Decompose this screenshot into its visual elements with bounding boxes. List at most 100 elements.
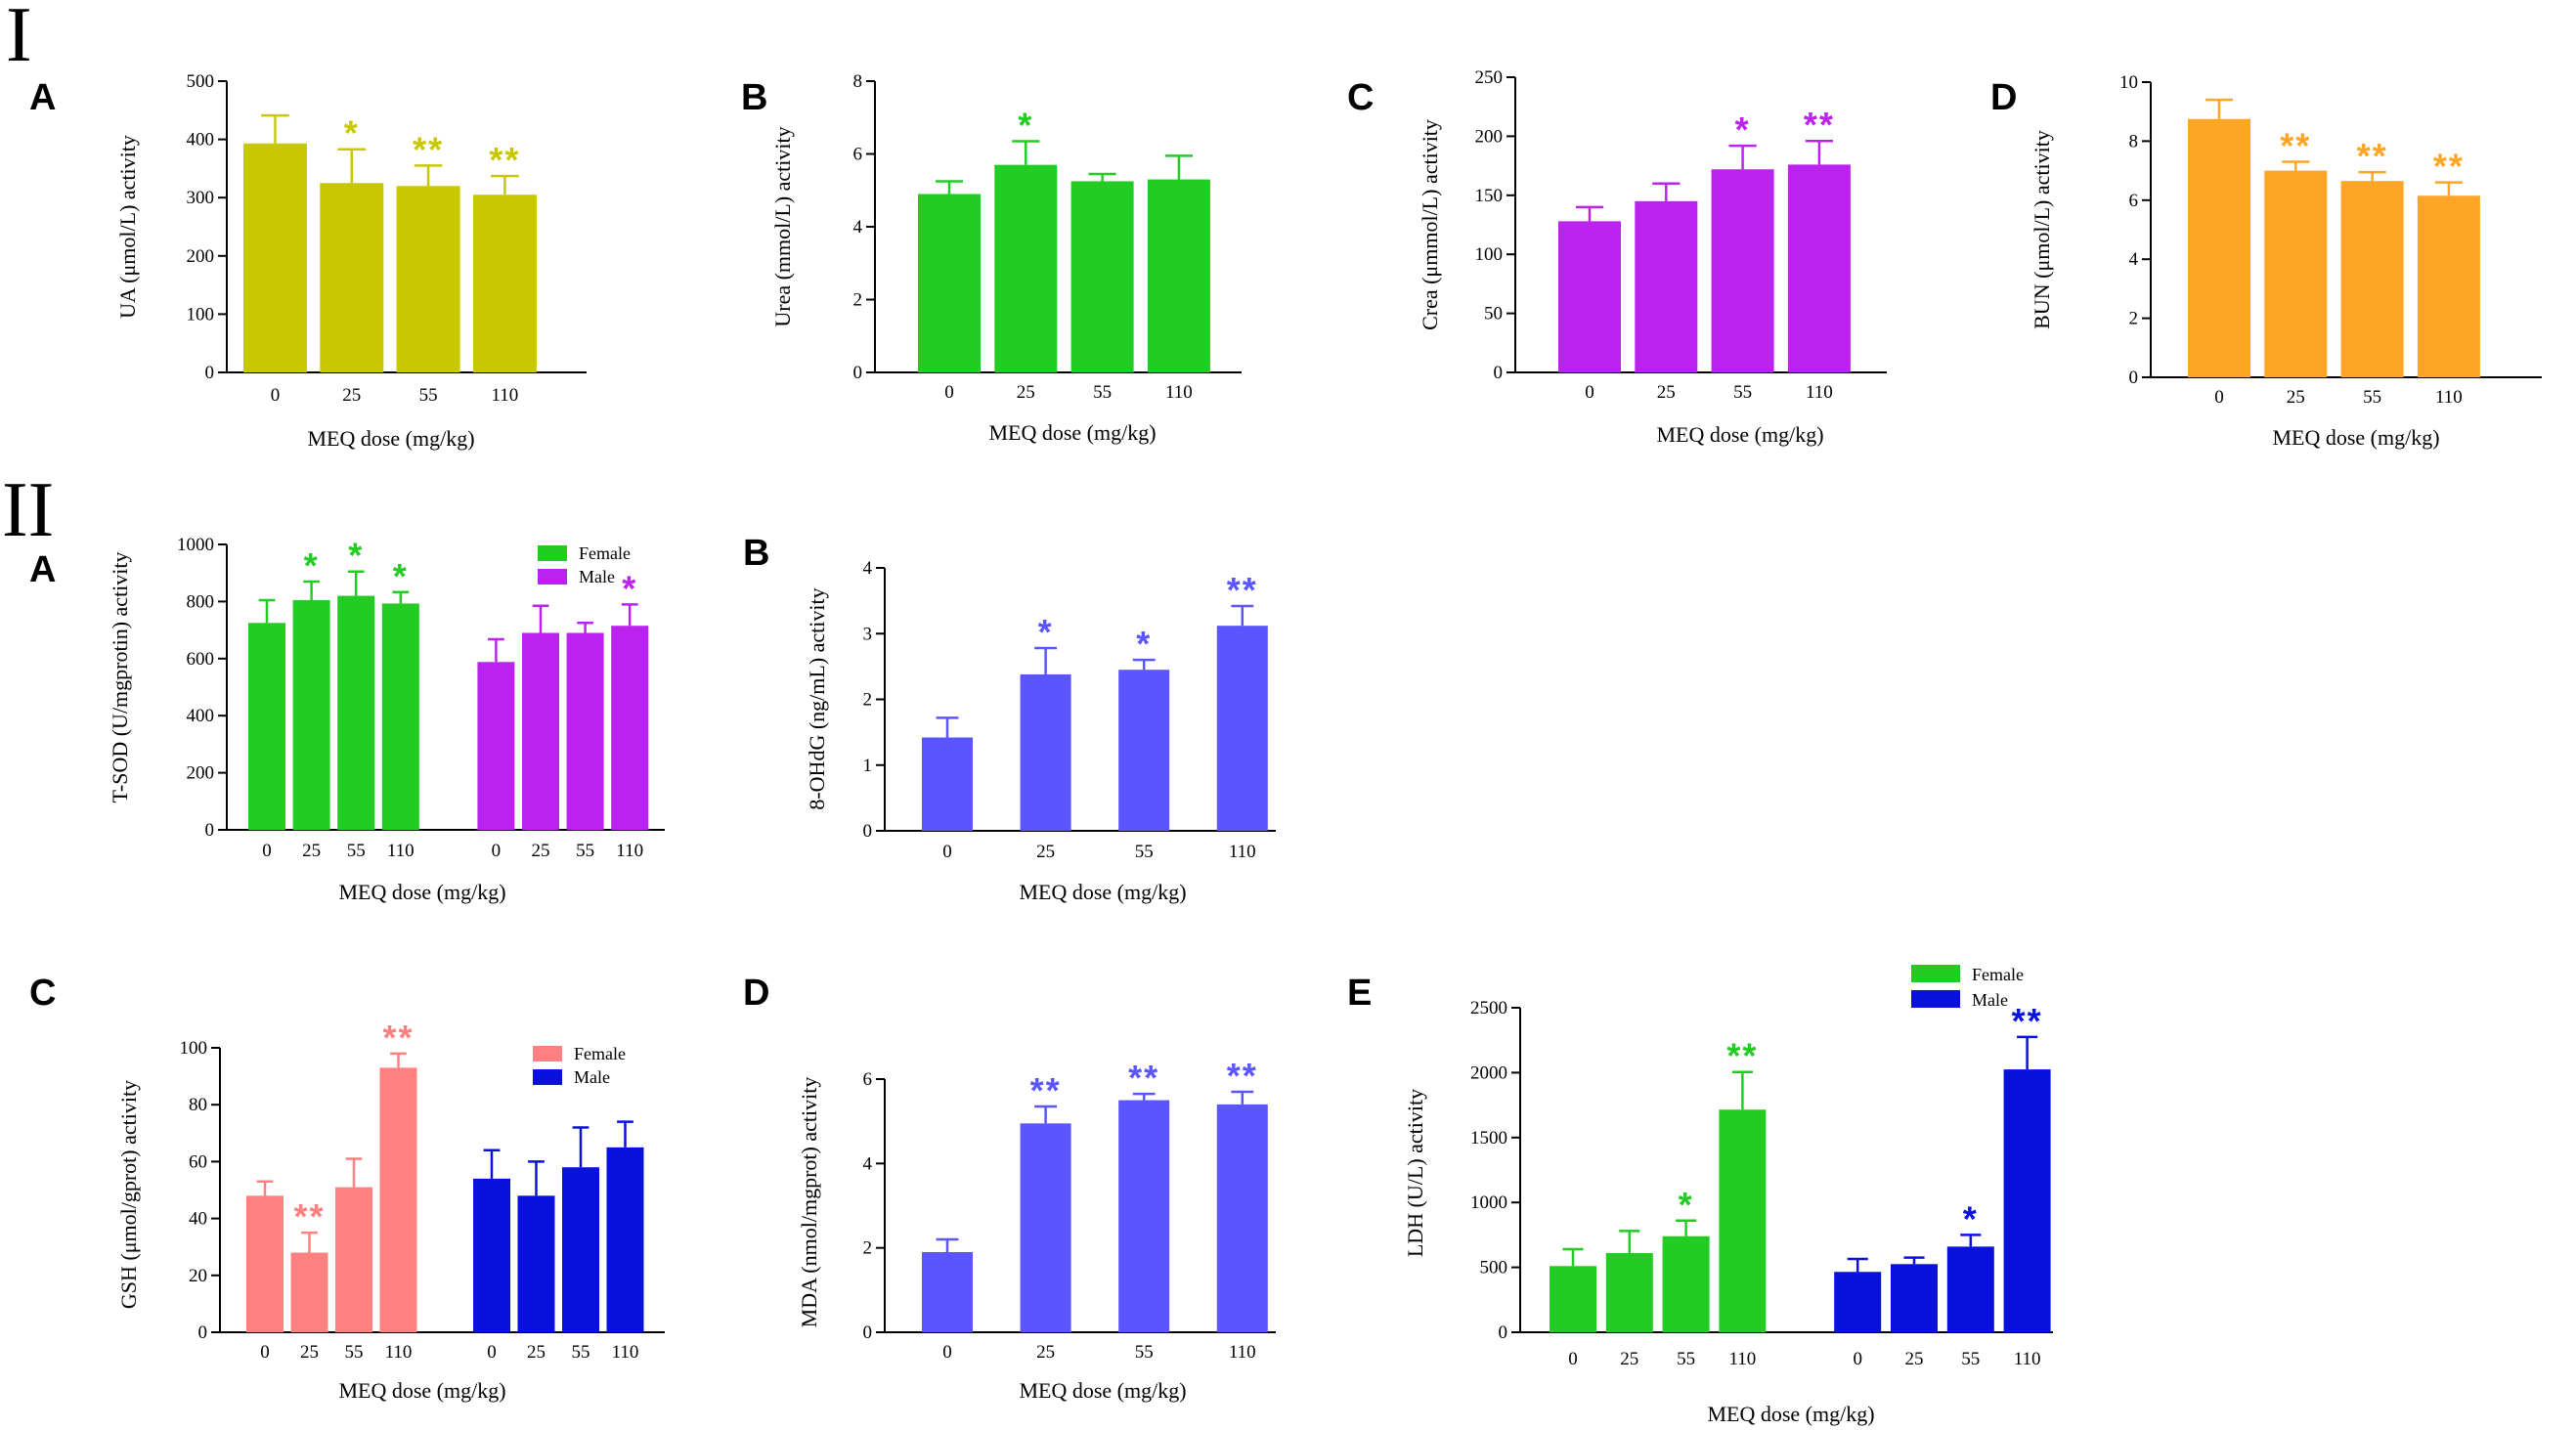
y-tick-label: 400: [187, 130, 215, 151]
bar: [337, 595, 375, 830]
x-tick-label: 55: [1093, 382, 1112, 403]
y-tick-label: 300: [187, 188, 215, 208]
x-tick-label: 55: [576, 841, 594, 861]
significance-marker: **: [1227, 570, 1258, 610]
y-tick-label: 0: [1494, 363, 1504, 383]
chart-i-a: A 0 100 200 300 400 500 UA (μmol/L) activity MEQ…: [29, 71, 587, 451]
x-tick-label: 55: [345, 1342, 364, 1363]
x-axis-title: MEQ dose (mg/kg): [1656, 422, 1823, 447]
y-tick-label: 2500: [1470, 998, 1507, 1018]
y-tick-label: 500: [187, 71, 215, 92]
significance-marker: *: [622, 568, 637, 608]
section-label-ii: II: [2, 467, 54, 553]
bar: [1118, 1100, 1170, 1332]
bar: [2417, 195, 2480, 377]
x-tick-label: 0: [271, 385, 281, 406]
x-tick-label: 0: [487, 1342, 497, 1363]
x-tick-label: 25: [1036, 842, 1055, 862]
bar: [1711, 169, 1774, 372]
significance-marker: **: [2280, 126, 2311, 166]
x-axis-title: MEQ dose (mg/kg): [1019, 1378, 1186, 1403]
chart-ii-a: A 0 200 400 600 800 1000 T-SOD (U/mgprotin) act…: [29, 535, 665, 904]
y-axis-title: LDH (U/L) activity: [1403, 1089, 1427, 1257]
legend-label: Male: [579, 567, 615, 586]
bar: [566, 632, 604, 830]
x-tick-label: 0: [1585, 382, 1594, 403]
y-tick-label: 200: [187, 763, 215, 784]
significance-marker: **: [293, 1196, 325, 1236]
panel-label: D: [743, 973, 769, 1014]
y-tick-label: 8: [2129, 131, 2139, 152]
significance-marker: *: [1963, 1198, 1979, 1238]
panel-label: A: [29, 549, 56, 590]
x-axis-title: MEQ dose (mg/kg): [307, 426, 474, 451]
y-tick-label: 4: [2129, 249, 2139, 270]
chart-i-d: D 0 2 4 6 8 10 BUN (μmol/L) activity MEQ dose (m…: [1990, 72, 2542, 450]
x-tick-label: 110: [612, 1342, 639, 1363]
panel-label: C: [29, 973, 56, 1014]
y-axis-title: Urea (mmol/L) activity: [770, 126, 795, 326]
x-tick-label: 25: [1905, 1349, 1924, 1369]
x-tick-label: 25: [1620, 1349, 1638, 1369]
y-tick-label: 4: [863, 1153, 873, 1174]
y-tick-label: 0: [2129, 368, 2139, 388]
bar: [472, 195, 537, 372]
y-tick-label: 6: [2129, 191, 2139, 211]
significance-marker: **: [413, 129, 444, 169]
significance-marker: *: [348, 536, 364, 576]
y-tick-label: 4: [863, 558, 873, 579]
x-tick-label: 0: [1853, 1349, 1862, 1369]
x-tick-label: 25: [2287, 387, 2305, 408]
y-tick-label: 200: [187, 246, 215, 267]
panel-label: D: [1990, 77, 2017, 118]
x-tick-label: 25: [302, 841, 321, 861]
bar: [922, 737, 973, 831]
x-tick-label: 0: [1568, 1349, 1578, 1369]
bar: [2264, 170, 2328, 377]
bar: [1550, 1266, 1596, 1332]
bar: [1635, 200, 1698, 372]
y-tick-label: 60: [189, 1151, 207, 1172]
bar: [922, 1251, 973, 1332]
x-tick-label: 55: [1135, 1342, 1154, 1363]
bar: [606, 1147, 644, 1332]
legend-label: Female: [579, 543, 631, 563]
bar: [1147, 179, 1210, 372]
x-tick-label: 0: [942, 842, 952, 862]
x-tick-label: 110: [2435, 387, 2463, 408]
x-tick-label: 110: [385, 1342, 413, 1363]
legend-label: Male: [1972, 990, 2008, 1010]
significance-marker: **: [1804, 105, 1835, 145]
y-tick-label: 10: [2119, 72, 2138, 93]
bar: [1787, 164, 1851, 372]
x-tick-label: 55: [572, 1342, 590, 1363]
bar: [517, 1195, 555, 1332]
y-tick-label: 1: [863, 756, 873, 776]
significance-marker: *: [304, 545, 320, 585]
y-axis-title: T-SOD (U/mgprotin) activity: [108, 551, 132, 802]
y-tick-label: 0: [1499, 1322, 1508, 1343]
x-axis-title: MEQ dose (mg/kg): [988, 420, 1156, 445]
bar: [1020, 673, 1071, 831]
y-tick-label: 40: [189, 1209, 207, 1230]
x-axis-title: MEQ dose (mg/kg): [2272, 425, 2439, 450]
x-tick-label: 55: [419, 385, 438, 406]
bar: [1216, 1104, 1268, 1332]
bar: [292, 599, 330, 830]
y-tick-label: 2: [853, 290, 863, 311]
significance-marker: **: [1030, 1070, 1062, 1110]
bar: [994, 164, 1058, 372]
panel-label: B: [741, 77, 767, 118]
x-tick-label: 110: [1229, 1342, 1256, 1363]
x-tick-label: 0: [260, 1342, 270, 1363]
y-tick-label: 100: [187, 304, 215, 325]
bar: [379, 1067, 417, 1332]
y-tick-label: 0: [853, 363, 863, 383]
y-tick-label: 2: [863, 690, 873, 711]
bar: [1605, 1252, 1653, 1332]
x-tick-label: 55: [1677, 1349, 1695, 1369]
y-axis-title: BUN (μmol/L) activity: [2030, 130, 2054, 329]
y-axis-title: UA (μmol/L) activity: [115, 135, 140, 319]
y-tick-label: 8: [853, 71, 863, 92]
